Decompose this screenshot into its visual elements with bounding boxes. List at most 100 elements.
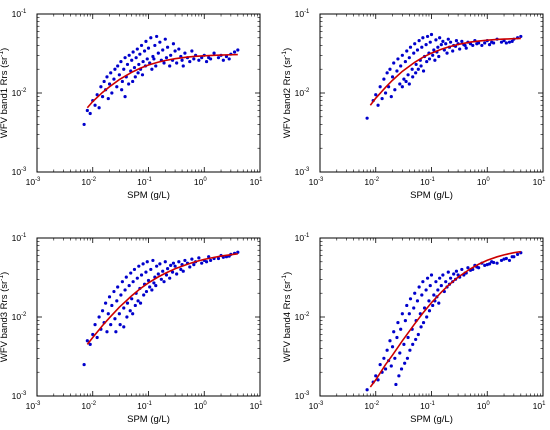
data-point: [399, 367, 404, 371]
data-point: [216, 256, 221, 261]
data-point: [388, 339, 392, 343]
data-point: [431, 53, 435, 57]
data-point: [434, 280, 438, 284]
x-tick-exponent: 0: [486, 177, 490, 183]
data-point: [405, 49, 409, 53]
data-point: [120, 88, 124, 92]
data-point: [227, 57, 231, 61]
data-point: [439, 42, 443, 47]
data-point: [152, 57, 156, 61]
data-point: [168, 276, 172, 280]
data-point: [434, 38, 438, 42]
data-point: [85, 339, 89, 343]
data-point: [119, 293, 123, 297]
data-point: [405, 356, 410, 360]
data-point: [414, 337, 418, 342]
y-tick-exponent: -2: [21, 88, 27, 94]
data-point: [105, 330, 109, 334]
y-axis-label-close: ): [0, 48, 10, 51]
data-point: [416, 332, 420, 337]
x-tick-label: 10-2: [81, 401, 96, 411]
y-tick-label: 10-2: [12, 88, 27, 98]
data-point: [125, 62, 130, 67]
data-point: [164, 273, 169, 277]
data-point: [439, 283, 443, 288]
data-point: [119, 59, 123, 64]
data-point: [420, 45, 424, 49]
data-point: [149, 267, 153, 272]
data-point: [483, 263, 487, 267]
data-point: [162, 280, 166, 284]
data-point: [132, 65, 137, 70]
data-point: [137, 62, 141, 67]
x-tick-exponent: -3: [35, 177, 41, 183]
data-point: [192, 263, 196, 267]
y-tick-label: 10-1: [295, 9, 310, 19]
y-tick-exponent: -3: [304, 167, 310, 173]
data-point: [411, 75, 415, 79]
data-point: [376, 378, 380, 382]
data-point: [437, 54, 441, 59]
y-tick-base: 10: [295, 9, 305, 19]
data-point: [429, 273, 434, 277]
data-point: [106, 312, 110, 316]
data-point: [130, 297, 134, 301]
data-point: [110, 91, 114, 95]
x-tick-base: 10: [309, 177, 319, 187]
data-point: [236, 48, 240, 52]
data-point: [431, 303, 435, 308]
data-point: [425, 59, 429, 64]
x-tick-base: 10: [533, 177, 543, 187]
data-point: [382, 77, 386, 81]
data-point: [82, 122, 86, 127]
data-point: [120, 280, 124, 284]
data-point: [471, 43, 475, 48]
data-point: [138, 52, 142, 56]
data-point: [399, 64, 403, 68]
x-tick-label: 10-3: [26, 177, 41, 187]
y-tick-exponent: -1: [304, 9, 310, 15]
y-tick-base: 10: [12, 233, 22, 243]
data-point: [170, 270, 175, 274]
data-point: [412, 306, 416, 310]
data-point: [392, 61, 396, 65]
data-point: [115, 85, 119, 89]
data-point: [146, 278, 151, 283]
data-point: [406, 335, 410, 340]
data-point: [165, 45, 170, 49]
x-tick-base: 10: [309, 401, 319, 411]
y-tick-exponent: -2: [21, 312, 27, 318]
data-point: [458, 47, 462, 51]
data-point: [127, 283, 131, 288]
data-point: [173, 264, 177, 268]
data-point: [475, 42, 479, 46]
data-point: [382, 356, 386, 360]
data-point: [374, 93, 378, 97]
x-tick-label: 10-1: [137, 401, 152, 411]
data-point: [136, 71, 140, 75]
data-point: [396, 57, 400, 61]
data-point: [420, 293, 424, 297]
data-point: [169, 263, 173, 267]
x-tick-base: 10: [533, 401, 543, 411]
data-point: [93, 103, 97, 107]
data-point: [106, 96, 110, 101]
y-axis-label-exponent: -1: [281, 51, 288, 57]
x-tick-base: 10: [81, 401, 91, 411]
data-point: [163, 260, 167, 264]
data-point: [402, 77, 406, 81]
y-axis-label-main: WFV band2 Rrs (sr: [282, 57, 293, 138]
data-point: [145, 260, 149, 264]
data-point: [168, 64, 172, 68]
x-tick-exponent: 0: [203, 401, 207, 407]
data-point: [148, 285, 152, 289]
x-tick-label: 10-3: [309, 401, 324, 411]
data-point: [466, 266, 470, 270]
data-point: [399, 327, 403, 331]
data-point: [177, 260, 181, 264]
x-tick-exponent: 0: [203, 177, 207, 183]
y-axis-label: WFV band1 Rrs (sr-1): [0, 48, 10, 138]
fit-curve: [86, 253, 238, 345]
data-point: [125, 301, 130, 305]
data-point: [122, 325, 126, 329]
